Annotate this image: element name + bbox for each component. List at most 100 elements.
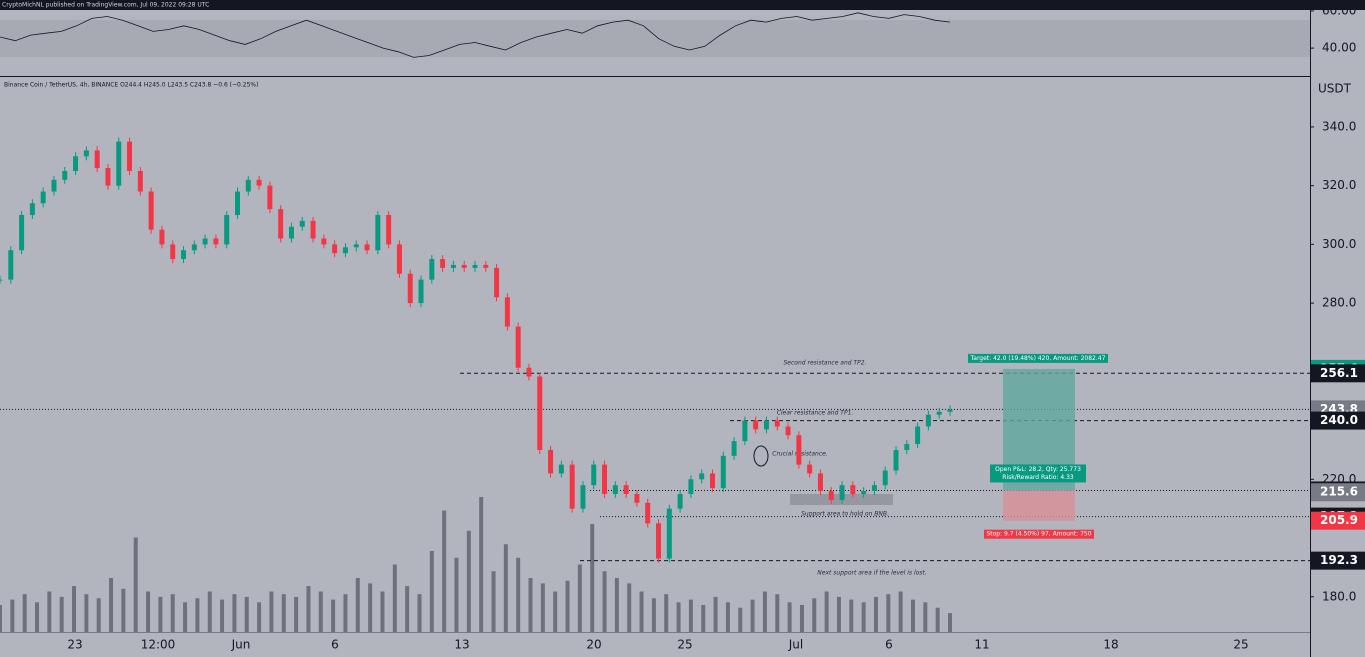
volume-bar (861, 602, 866, 632)
symbol-legend: Binance Coin / TetherUS, 4h, BINANCE O24… (4, 82, 258, 89)
candle-body (850, 485, 856, 494)
volume-bar (873, 596, 878, 632)
volume-bar (664, 594, 669, 632)
candle-body (256, 179, 262, 186)
volume-bar (244, 596, 249, 632)
y-tick-label: 340.0 (1322, 119, 1356, 133)
candle-body (569, 464, 575, 509)
candle-body (753, 420, 759, 430)
volume-bar (676, 602, 681, 632)
rsi-tick-label: 60.00 (1322, 3, 1356, 17)
volume-bar (257, 602, 262, 632)
volume-bar (392, 564, 397, 632)
candle-body (742, 420, 748, 442)
candle-body (148, 191, 154, 230)
candle-body (332, 244, 338, 254)
pnl-tag (990, 464, 1086, 483)
volume-bar (294, 596, 299, 632)
y-tick-label: 180.0 (1322, 589, 1356, 603)
x-tick-label: 12:00 (141, 638, 176, 652)
volume-bar (170, 594, 175, 632)
candle-body (19, 215, 25, 251)
volume-bar (207, 591, 212, 632)
volume-bar (528, 578, 533, 632)
candle-body (353, 244, 359, 248)
price-tag-label: 205.9 (1320, 513, 1358, 527)
y-tick-label: 280.0 (1322, 296, 1356, 310)
candle-body (83, 150, 89, 157)
volume-bar (886, 594, 891, 632)
candle-body (62, 170, 68, 180)
target-label: Target: 42.0 (19.48%) 420, Amount: 2082.… (970, 355, 1106, 362)
candle-body (483, 264, 489, 268)
volume-bar (713, 596, 718, 632)
volume-bar (195, 598, 200, 632)
candle-body (494, 267, 500, 298)
y-axis-label: USDT (1318, 82, 1352, 96)
candle-body (116, 141, 122, 186)
price-tag-label: 215.6 (1320, 485, 1358, 499)
volume-bar (824, 591, 829, 632)
rsi-tick-label: 40.00 (1322, 41, 1356, 55)
candle-body (94, 150, 100, 169)
volume-bar (627, 583, 632, 632)
volume-bar (491, 571, 496, 632)
stop-tag (984, 529, 1094, 539)
volume-bar (318, 591, 323, 632)
rsi-band (0, 20, 1310, 57)
volume-bar (343, 594, 348, 632)
candle-body (774, 420, 780, 427)
volume-bar (306, 586, 311, 632)
candle-body (515, 326, 521, 368)
candle-body (224, 215, 230, 245)
volume-bar (935, 607, 940, 632)
candle-body (893, 449, 899, 471)
candle-body (342, 247, 348, 254)
top-bar (0, 0, 1365, 10)
candle-body (666, 508, 672, 559)
candle-body (450, 264, 456, 268)
candle-body (710, 473, 715, 489)
volume-bar (898, 591, 903, 632)
candle-body (731, 441, 737, 456)
candle-body (472, 264, 478, 268)
candle-body (40, 191, 46, 204)
volume-bar (701, 605, 706, 632)
volume-bar (948, 613, 952, 632)
volume-bar (812, 598, 817, 632)
volume-bar (96, 598, 101, 632)
candle-body (947, 409, 953, 412)
volume-bar (22, 594, 27, 632)
candle-body (51, 179, 57, 192)
x-tick-label: 13 (454, 638, 469, 652)
volume-bar (84, 594, 89, 632)
candle-body (699, 473, 705, 480)
volume-bar (590, 524, 595, 632)
volume-bar (109, 578, 114, 632)
candle-body (429, 259, 435, 280)
volume-bar (442, 510, 447, 632)
publisher: CryptoMichNL published on TradingView.co… (2, 2, 209, 9)
volume-bar (232, 594, 237, 632)
candle-body (8, 250, 14, 280)
candle-body (623, 485, 629, 494)
price-tag (1311, 511, 1365, 530)
volume-bar (910, 599, 915, 632)
volume-bar (750, 599, 755, 632)
volume-bar (281, 594, 286, 632)
x-tick-label: 20 (586, 638, 601, 652)
volume-bar (331, 599, 336, 632)
candle-body (645, 502, 651, 524)
price-tag (1311, 483, 1365, 502)
volume-bar (220, 599, 225, 632)
candle-body (288, 226, 294, 239)
candle-body (720, 455, 726, 489)
x-tick-label: 6 (331, 638, 339, 652)
candle-body (634, 493, 640, 503)
candle-body (796, 435, 802, 465)
volume-bar (602, 571, 607, 632)
candle-body (871, 485, 877, 492)
candle-body (278, 209, 284, 239)
candle-body (558, 464, 564, 474)
